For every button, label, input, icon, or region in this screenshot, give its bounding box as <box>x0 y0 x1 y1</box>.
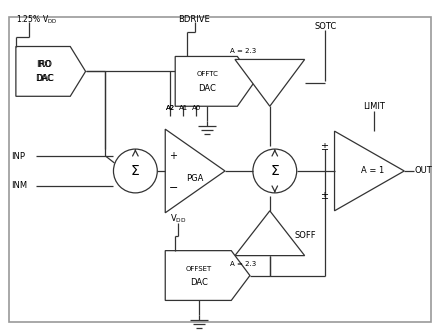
Text: SOTC: SOTC <box>314 22 337 31</box>
Text: DAC: DAC <box>198 84 216 93</box>
Text: A = 2.3: A = 2.3 <box>230 260 256 266</box>
Text: 1.25% V$_{\mathregular{DD}}$: 1.25% V$_{\mathregular{DD}}$ <box>16 13 57 26</box>
Polygon shape <box>165 251 250 301</box>
Text: $-$: $-$ <box>168 181 178 191</box>
Text: A1: A1 <box>179 105 188 111</box>
Text: DAC: DAC <box>190 278 208 287</box>
Text: INM: INM <box>11 181 27 190</box>
Text: +: + <box>169 151 177 161</box>
Text: LIMIT: LIMIT <box>363 102 385 111</box>
Polygon shape <box>16 46 86 96</box>
Text: SOFF: SOFF <box>295 231 316 240</box>
Text: INP: INP <box>11 152 25 161</box>
Circle shape <box>253 149 297 193</box>
Polygon shape <box>235 211 305 256</box>
Text: OFFTC: OFFTC <box>196 71 218 77</box>
Polygon shape <box>235 60 305 106</box>
Text: OUT: OUT <box>414 166 432 175</box>
Text: A = 1: A = 1 <box>361 166 384 175</box>
Circle shape <box>113 149 157 193</box>
Text: $\pm$: $\pm$ <box>320 141 329 152</box>
Text: DAC: DAC <box>35 74 53 83</box>
Text: IRO: IRO <box>37 60 52 69</box>
Text: OFFSET: OFFSET <box>186 265 212 271</box>
Text: A0: A0 <box>191 105 201 111</box>
Text: $\Sigma$: $\Sigma$ <box>130 164 140 178</box>
Text: PGA: PGA <box>186 174 204 183</box>
Polygon shape <box>175 57 255 106</box>
Text: $\pm$: $\pm$ <box>320 190 329 201</box>
Text: A2: A2 <box>166 105 175 111</box>
Text: BDRIVE: BDRIVE <box>178 15 210 24</box>
Polygon shape <box>335 131 404 211</box>
Text: A = 2.3: A = 2.3 <box>230 48 256 55</box>
Polygon shape <box>165 129 225 213</box>
Text: A2: A2 <box>166 105 175 111</box>
Text: $\Sigma$: $\Sigma$ <box>270 164 280 178</box>
Text: DAC: DAC <box>36 74 54 83</box>
Text: V$_{\mathregular{DD}}$: V$_{\mathregular{DD}}$ <box>170 213 187 225</box>
Text: IRO: IRO <box>36 60 51 69</box>
